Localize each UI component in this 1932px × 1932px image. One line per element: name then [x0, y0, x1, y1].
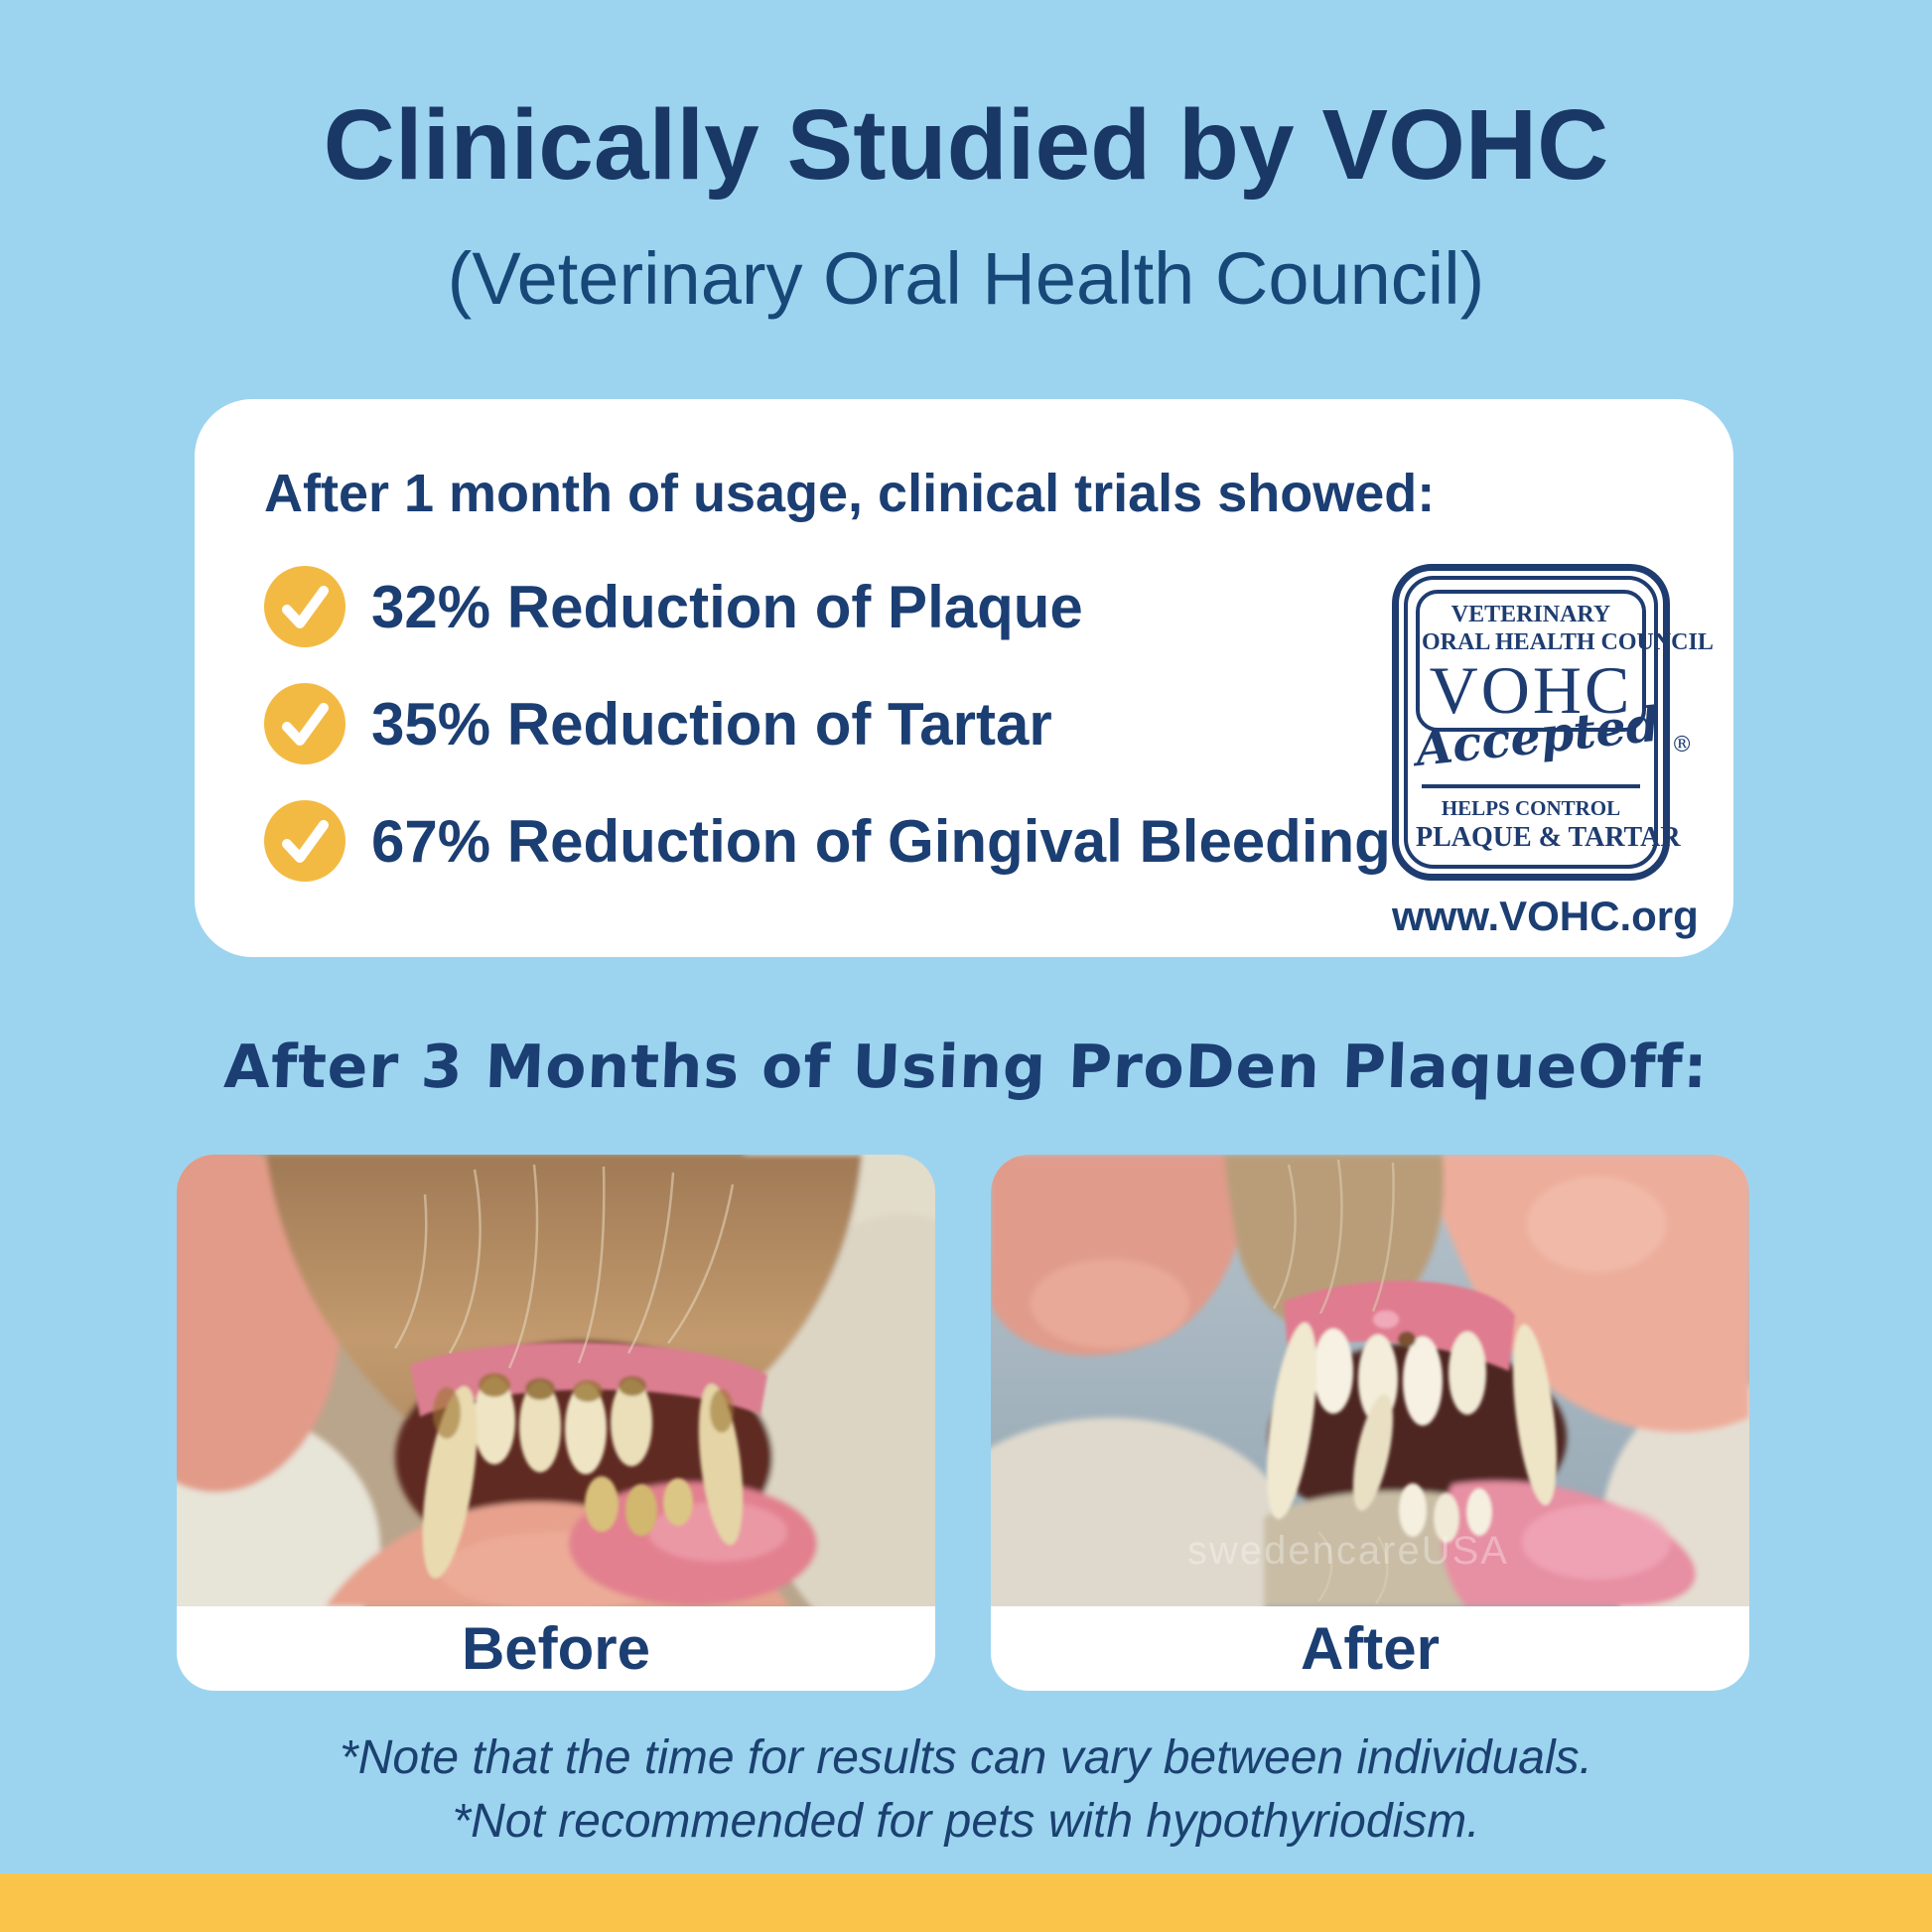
benefit-item-gingival: 67% Reduction of Gingival Bleeding	[264, 800, 1391, 882]
after-photo-card: swedencareUSA After	[991, 1155, 1749, 1691]
vohc-accepted-seal: VETERINARY ORAL HEALTH COUNCIL VOHC Acce…	[1392, 564, 1714, 940]
benefit-item-tartar: 35% Reduction of Tartar	[264, 683, 1052, 764]
benefit-label: 67% Reduction of Gingival Bleeding	[371, 807, 1391, 875]
photo-watermark: swedencareUSA	[1187, 1529, 1509, 1573]
clinical-results-card: After 1 month of usage, clinical trials …	[195, 399, 1733, 957]
seal-line-council: ORAL HEALTH COUNCIL	[1422, 628, 1714, 655]
vohc-seal-inner-frame: VETERINARY ORAL HEALTH COUNCIL VOHC Acce…	[1404, 576, 1714, 869]
comparison-heading: After 3 Months of Using ProDen PlaqueOff…	[222, 1033, 1710, 1102]
vohc-seal-outer-frame: VETERINARY ORAL HEALTH COUNCIL VOHC Acce…	[1392, 564, 1714, 881]
footnote-hypothyroidism: *Not recommended for pets with hypothyri…	[452, 1795, 1480, 1848]
page-title: Clinically Studied by VOHC	[323, 89, 1609, 201]
bottom-accent-bar	[0, 1873, 1932, 1932]
before-photo-card: Before	[177, 1155, 935, 1691]
seal-plaque-tartar: PLAQUE & TARTAR	[1416, 822, 1681, 854]
check-icon	[264, 683, 345, 764]
seal-helps-control: HELPS CONTROL	[1441, 796, 1621, 821]
vohc-website: www.VOHC.org	[1392, 892, 1699, 939]
page-subtitle: (Veterinary Oral Health Council)	[447, 237, 1485, 320]
after-label: After	[1300, 1615, 1440, 1682]
registered-mark-icon: ®	[1671, 733, 1694, 759]
benefit-label: 32% Reduction of Plaque	[371, 573, 1083, 640]
benefit-label: 35% Reduction of Tartar	[371, 690, 1052, 758]
check-icon	[264, 566, 345, 647]
check-icon	[264, 800, 345, 882]
footnote-results-vary: *Note that the time for results can vary…	[340, 1731, 1592, 1784]
seal-divider	[1422, 784, 1640, 789]
before-label: Before	[461, 1615, 651, 1682]
benefit-item-plaque: 32% Reduction of Plaque	[264, 566, 1083, 647]
vohc-seal-name-box: VETERINARY ORAL HEALTH COUNCIL VOHC	[1416, 590, 1714, 733]
seal-line-veterinary: VETERINARY	[1450, 602, 1611, 627]
seal-acronym: VOHC	[1429, 652, 1633, 729]
clinical-card-heading: After 1 month of usage, clinical trials …	[264, 464, 1436, 523]
after-photo: swedencareUSA	[991, 1155, 1749, 1606]
before-photo	[177, 1155, 935, 1606]
